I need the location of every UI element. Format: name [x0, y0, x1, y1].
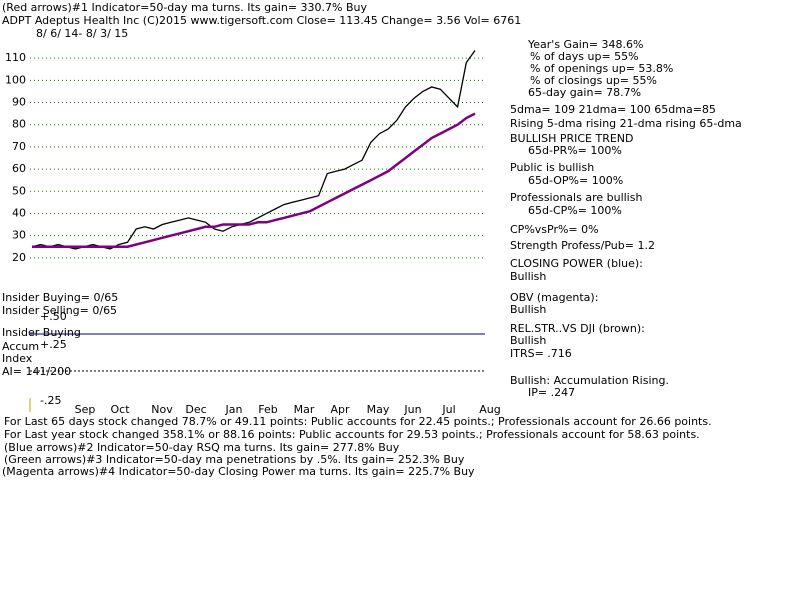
stat-text: % of openings up= 53.8% [530, 62, 673, 75]
stat-text: 65d-CP%= 100% [528, 204, 622, 217]
footer-text: For Last 65 days stock changed 78.7% or … [4, 415, 712, 428]
left-label: Accum [2, 340, 39, 353]
y-tick-label: 90 [12, 96, 26, 109]
x-tick-label: Jan [225, 403, 243, 416]
stat-text: 65-day gain= 78.7% [528, 86, 641, 99]
stat-text: Professionals are bullish [510, 191, 642, 204]
stat-text: BULLISH PRICE TREND [510, 132, 634, 145]
stat-text: ITRS= .716 [510, 347, 572, 360]
left-label: Insider Selling= 0/65 [2, 304, 117, 317]
y-tick-label: 80 [12, 118, 26, 131]
stat-text: 5dma= 109 21dma= 100 65dma=85 [510, 103, 716, 116]
left-label: +.25 [40, 338, 67, 351]
stat-text: Bullish [510, 270, 546, 283]
stat-text: Strength Profess/Pub= 1.2 [510, 239, 655, 252]
stat-text: Bullish [510, 334, 546, 347]
y-tick-label: 110 [5, 51, 26, 64]
stat-text: OBV (magenta): [510, 291, 598, 304]
stat-text: CP%vsPr%= 0% [510, 223, 599, 236]
footer-text: (Green arrows)#3 Indicator=50-day ma pen… [4, 453, 465, 466]
left-label: Insider Buying= 0/65 [2, 291, 118, 304]
x-tick-label: Mar [294, 403, 315, 416]
stat-text: Bullish: Accumulation Rising. [510, 374, 669, 387]
x-tick-label: Nov [151, 403, 173, 416]
left-label: Insider Buying [2, 326, 81, 339]
y-tick-label: 30 [12, 229, 26, 242]
stat-text: Public is bullish [510, 161, 594, 174]
header-text: ADPT Adeptus Health Inc (C)2015 www.tige… [2, 14, 521, 27]
y-tick-label: 60 [12, 162, 26, 175]
left-label: Index [2, 352, 33, 365]
stat-text: IP= .247 [528, 386, 575, 399]
stat-text: 65d-OP%= 100% [528, 174, 623, 187]
footer-text: For Last year stock changed 358.1% or 88… [4, 428, 700, 441]
footer-text: (Magenta arrows)#4 Indicator=50-day Clos… [2, 465, 475, 478]
y-tick-label: 20 [12, 251, 26, 264]
stat-text: Bullish [510, 303, 546, 316]
x-tick-label: May [367, 403, 390, 416]
left-label: -.25 [40, 394, 61, 407]
left-label: AI= 141/200 [2, 365, 71, 378]
stat-text: % of days up= 55% [530, 50, 639, 63]
x-tick-label: Aug [479, 403, 500, 416]
footer-text: (Blue arrows)#2 Indicator=50-day RSQ ma … [4, 441, 400, 454]
x-tick-label: Feb [258, 403, 277, 416]
left-label: +.50 [40, 310, 67, 323]
x-tick-label: Dec [185, 403, 206, 416]
stat-text: 65d-PR%= 100% [528, 144, 622, 157]
y-tick-label: 70 [12, 140, 26, 153]
header-text: (Red arrows)#1 Indicator=50-day ma turns… [2, 1, 367, 14]
y-tick-label: 50 [12, 184, 26, 197]
x-tick-label: Sep [75, 403, 96, 416]
stat-text: % of closings up= 55% [530, 74, 657, 87]
header-text: 8/ 6/ 14- 8/ 3/ 15 [36, 27, 128, 40]
series-line [32, 112, 476, 248]
y-tick-label: 40 [12, 206, 26, 219]
x-tick-label: Apr [330, 403, 350, 416]
stat-text: REL.STR..VS DJI (brown): [510, 322, 645, 335]
x-tick-label: Oct [110, 403, 130, 416]
stat-text: CLOSING POWER (blue): [510, 257, 643, 270]
y-tick-label: 100 [5, 73, 26, 86]
x-tick-label: Jun [403, 403, 421, 416]
stat-text: Rising 5-dma rising 21-dma rising 65-dma [510, 117, 742, 130]
x-tick-label: Jul [441, 403, 455, 416]
stat-text: Year's Gain= 348.6% [527, 38, 644, 51]
